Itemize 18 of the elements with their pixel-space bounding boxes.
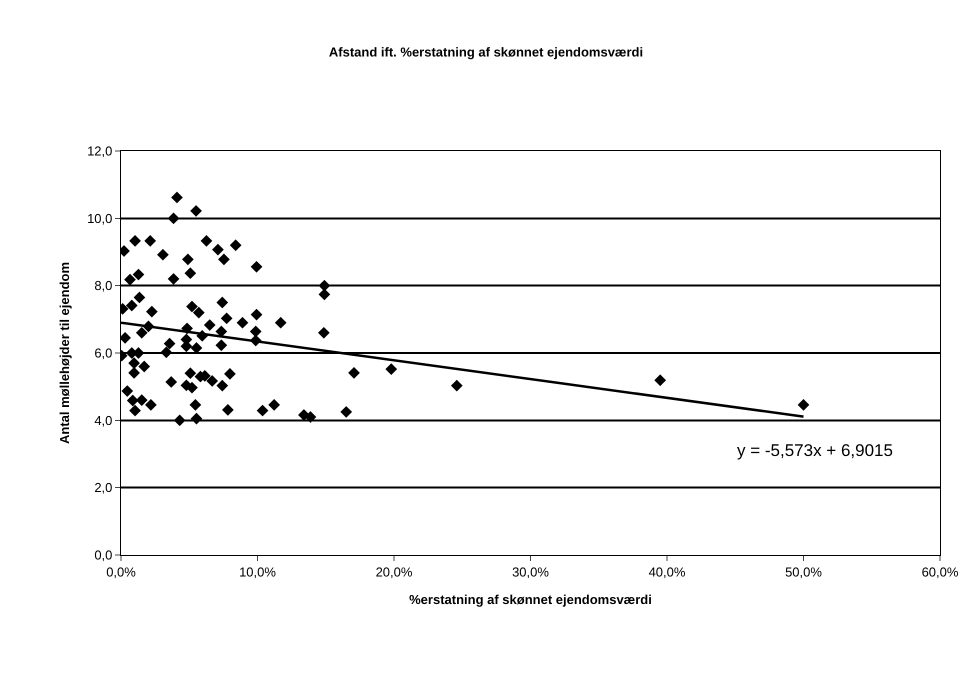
x-tick-label: 0,0% <box>106 564 136 580</box>
chart-title: Afstand ift. %erstatning af skønnet ejendomsværdi <box>328 44 644 60</box>
y-tick-label: 4,0 <box>94 412 112 428</box>
y-tick-label: 0,0 <box>94 548 112 563</box>
x-tick-label: 10,0% <box>239 564 276 580</box>
y-tick-label: 10,0 <box>87 210 112 226</box>
x-tick-label: 30,0% <box>512 564 550 580</box>
x-tick-label: 60,0% <box>922 564 959 580</box>
x-tick-label: 40,0% <box>648 564 686 580</box>
annotation: y = -5,573x + 6,9015 <box>737 441 893 460</box>
y-tick-label: 8,0 <box>94 278 112 294</box>
y-tick-label: 6,0 <box>94 346 112 361</box>
y-tick-label: 12,0 <box>87 144 112 159</box>
x-tick-label: 50,0% <box>785 564 822 580</box>
y-axis-title: Antal møllehøjder til ejendom <box>57 262 72 444</box>
y-tick-label: 2,0 <box>94 480 112 496</box>
x-tick-label: 20,0% <box>376 564 413 580</box>
x-axis-title: %erstatning af skønnet ejendomsværdi <box>409 592 652 608</box>
